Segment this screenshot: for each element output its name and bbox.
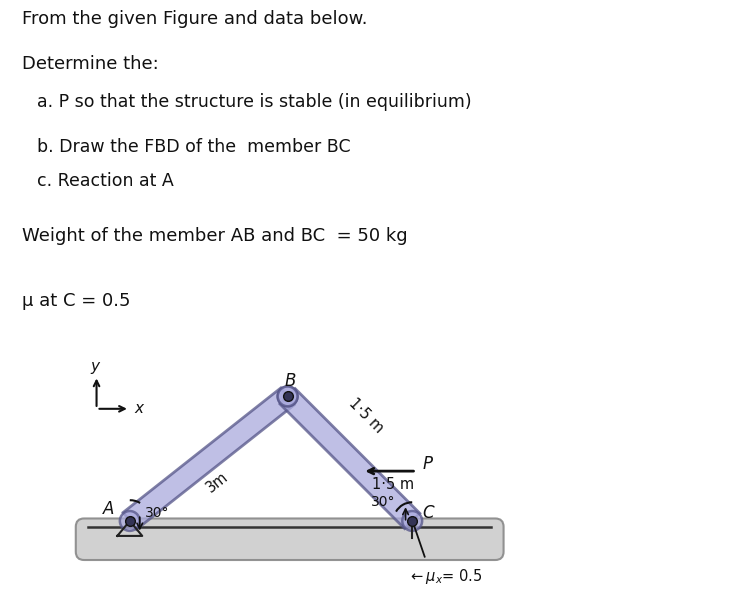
Text: Determine the:: Determine the: [22,55,159,73]
Text: 30°: 30° [371,495,395,509]
Circle shape [278,386,298,406]
Text: x: x [135,401,144,416]
Text: c. Reaction at A: c. Reaction at A [37,172,174,190]
Text: 30°: 30° [144,506,169,520]
Text: 3m: 3m [203,469,231,495]
Text: μ at C = 0.5: μ at C = 0.5 [22,292,131,310]
Circle shape [120,511,140,531]
Text: B: B [284,372,295,391]
Text: y: y [90,359,99,373]
Text: C: C [422,503,434,522]
FancyBboxPatch shape [76,518,503,560]
Text: 1·5 m: 1·5 m [346,395,386,436]
Text: From the given Figure and data below.: From the given Figure and data below. [22,10,368,28]
Text: Weight of the member AB and BC  = 50 kg: Weight of the member AB and BC = 50 kg [22,227,408,245]
Polygon shape [280,389,420,529]
Polygon shape [123,388,294,529]
Text: A: A [103,500,114,518]
Text: a. P so that the structure is stable (in equilibrium): a. P so that the structure is stable (in… [37,93,472,111]
Circle shape [402,511,422,531]
Circle shape [278,386,298,406]
Text: b. Draw the FBD of the  member BC: b. Draw the FBD of the member BC [37,138,351,155]
Text: $\leftarrow\mu_x$= 0.5: $\leftarrow\mu_x$= 0.5 [408,567,482,586]
Text: 1·5 m: 1·5 m [372,478,414,492]
Text: P: P [423,456,433,473]
